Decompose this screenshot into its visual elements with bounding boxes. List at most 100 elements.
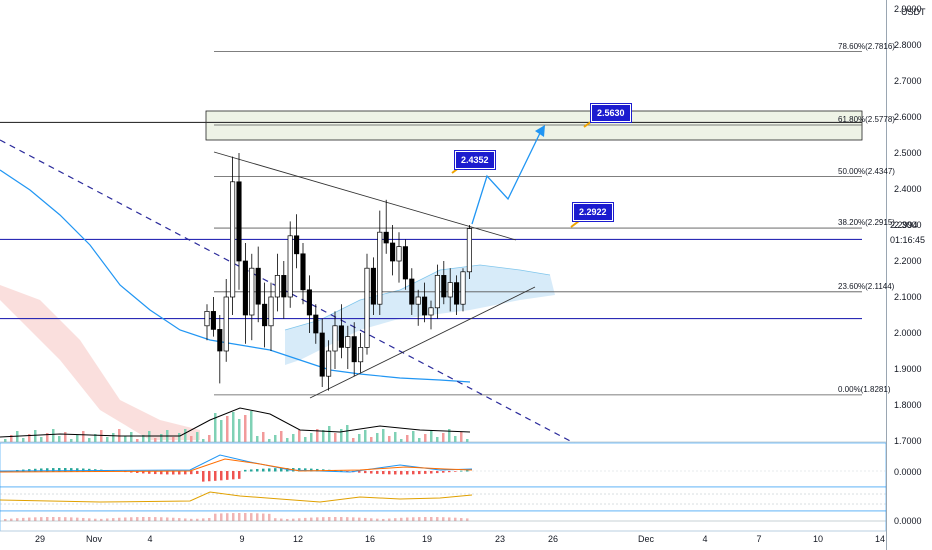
volume-bar xyxy=(58,436,61,442)
momentum-bar xyxy=(34,517,37,521)
volume-bar xyxy=(346,425,349,442)
volume-bar xyxy=(184,429,187,442)
volume-bar xyxy=(328,426,331,442)
macd-histogram-bar xyxy=(172,471,175,475)
price-tick-label: 2.5000 xyxy=(894,148,922,158)
momentum-bar xyxy=(418,517,421,521)
momentum-bar xyxy=(358,517,361,521)
price-tick-label: 2.2000 xyxy=(894,256,922,266)
time-tick-label: 4 xyxy=(702,534,708,544)
macd-signal-line xyxy=(0,458,473,473)
volume-bar xyxy=(94,434,97,442)
candle-body xyxy=(242,260,248,316)
volume-bar xyxy=(406,435,409,442)
cloud-span-a xyxy=(284,264,551,331)
volume-bar xyxy=(298,430,301,442)
momentum-bar xyxy=(394,518,397,521)
cloud-bullish xyxy=(285,265,555,365)
macd-histogram-bar xyxy=(256,469,259,472)
momentum-bar xyxy=(22,517,25,521)
macd-histogram-bar xyxy=(76,468,79,472)
momentum-bar xyxy=(346,517,349,521)
candle-body xyxy=(210,311,216,330)
macd-histogram-bar xyxy=(388,471,391,475)
volume-bar xyxy=(376,433,379,442)
momentum-bar xyxy=(388,518,391,521)
momentum-bar xyxy=(148,517,151,521)
momentum-bar xyxy=(76,517,79,521)
macd-histogram-bar xyxy=(220,471,223,481)
momentum-bar xyxy=(364,517,367,521)
candle-body xyxy=(441,275,447,298)
candle-body xyxy=(345,336,351,348)
volume-bar xyxy=(214,413,217,442)
fib-label: 0.00%(1.8281) xyxy=(838,384,891,394)
momentum-bar xyxy=(46,517,49,521)
triangle-lower-line xyxy=(309,286,536,399)
momentum-bar xyxy=(142,517,145,521)
candle-body xyxy=(390,242,396,262)
candle-body xyxy=(454,282,460,305)
candle-body xyxy=(332,325,338,352)
momentum-bar xyxy=(100,518,103,521)
volume-bar xyxy=(460,432,463,442)
volume-bar xyxy=(226,416,229,442)
momentum-bar xyxy=(238,513,241,521)
momentum-bar xyxy=(328,517,331,521)
candle-body xyxy=(415,296,421,305)
time-tick-label: 26 xyxy=(547,534,559,544)
momentum-bar xyxy=(292,518,295,521)
momentum-bar xyxy=(250,513,253,521)
candle-body xyxy=(358,347,364,363)
macd-histogram-bar xyxy=(454,471,457,472)
momentum-bar xyxy=(136,517,139,521)
macd-histogram-bar xyxy=(268,468,271,472)
macd-histogram-bar xyxy=(436,471,439,474)
macd-histogram-bar xyxy=(262,468,265,472)
candlesticks xyxy=(204,153,472,391)
volume-bar xyxy=(208,435,211,442)
candle-body xyxy=(223,296,229,352)
volume-bar xyxy=(448,429,451,442)
candle-body xyxy=(313,314,319,334)
momentum-bar xyxy=(202,518,205,521)
trendlines xyxy=(0,139,575,444)
candle-body xyxy=(466,228,472,273)
momentum-bar xyxy=(340,517,343,521)
volume-bar xyxy=(196,432,199,442)
golden-zone-box xyxy=(205,110,863,141)
volume-bar xyxy=(220,420,223,442)
price-tick-label: 2.3000 xyxy=(894,220,922,230)
macd-histogram-bar xyxy=(394,471,397,475)
price-axis[interactable] xyxy=(886,0,932,550)
volume-bar xyxy=(190,436,193,442)
momentum-bar xyxy=(286,518,289,521)
volume-bar xyxy=(256,436,259,442)
candle-body xyxy=(460,271,466,305)
indicator-zero-label-1: 0.0000 xyxy=(894,467,922,477)
momentum-bar xyxy=(310,517,313,521)
macd-histogram-bar xyxy=(64,468,67,472)
time-tick-label: 10 xyxy=(812,534,824,544)
rsi-line xyxy=(0,491,473,503)
macd-histogram-bar xyxy=(58,468,61,472)
fib-label: 38.20%(2.2915) xyxy=(838,218,895,228)
volume-bar xyxy=(334,433,337,442)
momentum-bar xyxy=(184,518,187,521)
macd-histogram-bar xyxy=(202,471,205,482)
volume-bar xyxy=(442,433,445,442)
volume-bar xyxy=(238,419,241,442)
volume-bar xyxy=(388,436,391,442)
callout-anchor xyxy=(583,120,593,128)
macd-histogram-bar xyxy=(274,468,277,472)
candle-body xyxy=(370,267,376,305)
volume-bar xyxy=(82,431,85,442)
volume-bar xyxy=(466,439,469,442)
volume-bar xyxy=(64,432,67,442)
volume-bar xyxy=(70,439,73,442)
volume-bar xyxy=(40,437,43,442)
candle-body xyxy=(409,278,415,305)
volume-bar xyxy=(364,430,367,442)
macd-histogram-bar xyxy=(358,471,361,473)
